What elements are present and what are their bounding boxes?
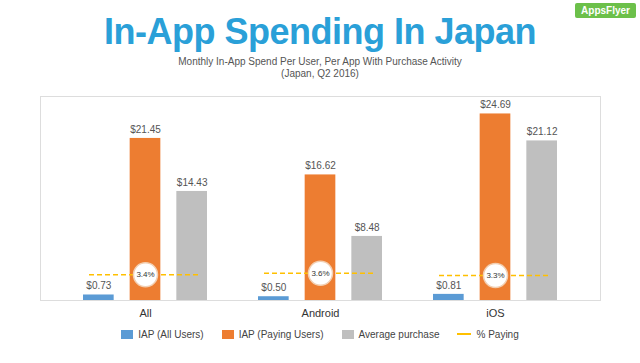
html-text:% Paying: % Paying: [476, 328, 519, 340]
svg-text:$16.62: $16.62: [305, 160, 336, 171]
html-text:(Japan, Q2 2016): (Japan, Q2 2016): [281, 68, 359, 79]
html-text:IAP (All Users): IAP (All Users): [138, 328, 204, 340]
svg-text:3.3%: 3.3%: [486, 271, 504, 280]
svg-text:iOS: iOS: [486, 307, 504, 319]
svg-text:$21.12: $21.12: [527, 126, 558, 137]
svg-text:$0.50: $0.50: [261, 282, 286, 293]
html-text:Average purchase: Average purchase: [358, 328, 440, 340]
svg-text:All: All: [139, 307, 151, 319]
svg-text:3.4%: 3.4%: [136, 270, 154, 279]
svg-text:$24.69: $24.69: [480, 99, 511, 110]
svg-text:$8.48: $8.48: [355, 222, 380, 233]
svg-text:3.6%: 3.6%: [311, 269, 329, 278]
svg-text:$0.73: $0.73: [86, 280, 111, 291]
svg-text:$0.81: $0.81: [436, 280, 461, 291]
svg-text:$21.45: $21.45: [130, 124, 161, 135]
html-text:AppsFlyer: AppsFlyer: [581, 5, 630, 16]
svg-text:Android: Android: [302, 307, 340, 319]
html-text:IAP (Paying Users): IAP (Paying Users): [238, 328, 324, 340]
svg-text:$14.43: $14.43: [177, 177, 208, 188]
html-text:In-App Spending In Japan: In-App Spending In Japan: [104, 11, 536, 52]
html-text:Monthly In-App Spend Per User,: Monthly In-App Spend Per User, Per App W…: [178, 56, 462, 67]
